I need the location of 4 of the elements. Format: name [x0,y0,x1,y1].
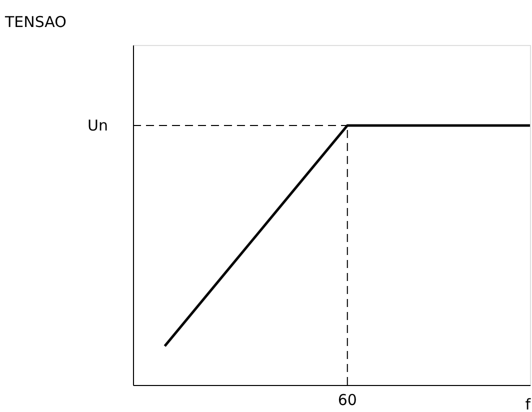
ref-line-label: Un [88,116,108,134]
text: 60 [338,391,357,409]
x-axis-title: f [525,396,532,412]
text: TENSAO [4,13,66,31]
